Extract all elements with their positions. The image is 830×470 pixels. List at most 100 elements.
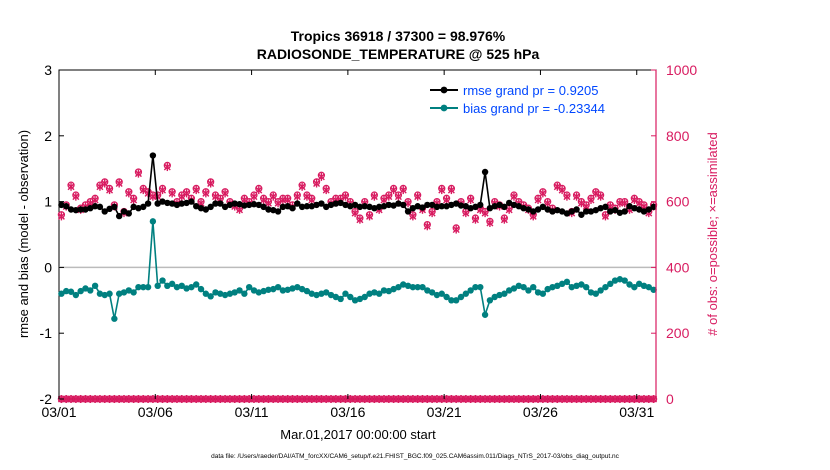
rmse-marker: [356, 203, 364, 211]
x-tick-label: 03/21: [427, 404, 462, 420]
bias-marker: [631, 283, 638, 291]
rmse-marker: [130, 203, 137, 211]
rmse-marker: [515, 203, 522, 210]
rmse-marker: [298, 203, 306, 211]
bias-marker: [424, 287, 431, 294]
rmse-marker: [452, 200, 460, 207]
rmse-marker: [168, 200, 176, 207]
obs-assimilated-marker: [438, 186, 446, 195]
rmse-marker: [87, 204, 94, 212]
legend-bias-label: bias grand pr = -0.23344: [463, 101, 605, 116]
rmse-marker: [294, 200, 301, 207]
y-tick-label-right: 0: [666, 391, 674, 407]
bias-line-segment: [113, 293, 120, 319]
bias-marker: [607, 280, 614, 288]
obs-assimilated-marker: [317, 172, 325, 181]
x-tick-label: 03/01: [41, 404, 76, 420]
bias-marker: [428, 289, 436, 296]
rmse-marker: [125, 210, 133, 217]
rmse-marker: [274, 208, 282, 215]
x-tick-label: 03/06: [138, 404, 173, 420]
bias-marker: [168, 280, 176, 288]
rmse-marker: [472, 203, 479, 211]
bias-marker: [63, 287, 70, 295]
bias-marker: [356, 295, 364, 303]
bias-marker: [419, 283, 426, 291]
x-axis-label: Mar.01,2017 00:00:00 start: [280, 427, 436, 442]
y-tick-label-left: 2: [44, 128, 52, 144]
y-tick-label-right: 400: [666, 259, 690, 275]
rmse-marker: [337, 199, 344, 207]
obs-assimilated-marker: [414, 192, 422, 201]
rmse-marker: [241, 202, 248, 209]
bias-marker: [164, 282, 171, 290]
rmse-marker: [525, 206, 532, 213]
bias-marker: [486, 297, 494, 304]
plot-area: [58, 69, 657, 400]
bias-marker: [72, 291, 80, 299]
obs-assimilated-marker: [250, 192, 258, 201]
obs-assimilated-marker: [539, 189, 547, 198]
rmse-marker: [404, 208, 412, 215]
rmse-marker: [91, 203, 99, 210]
axis-layer: -2 -1 0 1 2 3 0 200 400 600 800 1000 03/01 03/06 03/11…: [40, 62, 698, 420]
bias-marker: [270, 285, 277, 293]
rmse-marker: [597, 204, 604, 212]
bias-marker: [481, 311, 489, 318]
obs-assimilated-marker: [577, 199, 585, 208]
rmse-marker: [491, 203, 498, 210]
rmse-marker: [149, 152, 157, 159]
bias-marker: [226, 290, 234, 297]
bias-marker: [351, 297, 359, 304]
bias-marker: [178, 282, 185, 290]
rmse-marker: [327, 201, 335, 209]
rmse-marker: [318, 200, 325, 207]
rmse-marker: [183, 199, 190, 207]
bias-marker: [554, 282, 561, 290]
bias-marker: [472, 283, 479, 291]
obs-assimilated-marker: [125, 189, 133, 198]
rmse-marker: [380, 203, 388, 210]
rmse-marker: [207, 203, 214, 211]
rmse-marker: [72, 206, 80, 214]
bias-marker: [193, 281, 200, 288]
rmse-line-segment: [147, 155, 154, 204]
rmse-marker: [621, 208, 628, 215]
rmse-marker: [342, 201, 349, 209]
obs-assimilated-marker: [284, 195, 292, 204]
rmse-marker: [563, 210, 571, 217]
rmse-marker: [106, 205, 113, 213]
bias-marker: [332, 293, 340, 301]
bias-marker: [337, 295, 344, 303]
legend-bias-marker: [440, 104, 448, 112]
bias-marker: [140, 283, 147, 291]
bias-marker: [327, 291, 335, 299]
rmse-marker: [554, 206, 561, 214]
bias-marker: [130, 289, 137, 296]
obs-assimilated-marker: [207, 179, 215, 188]
rmse-marker: [510, 201, 518, 209]
rmse-line-segment: [479, 171, 486, 206]
rmse-marker: [58, 201, 65, 209]
bias-marker: [573, 282, 580, 290]
rmse-marker: [419, 204, 426, 211]
bias-marker: [298, 285, 306, 293]
bias-marker: [265, 286, 272, 293]
rmse-marker: [96, 203, 104, 211]
bias-marker: [375, 290, 383, 297]
bias-marker: [318, 290, 325, 297]
rmse-marker: [270, 206, 277, 214]
obs-assimilated-marker: [558, 186, 566, 195]
rmse-marker: [197, 204, 205, 212]
bias-marker: [255, 289, 263, 296]
bias-marker: [549, 283, 556, 291]
bias-marker: [284, 286, 291, 293]
bias-marker: [626, 281, 633, 288]
bias-marker: [207, 293, 214, 300]
rmse-marker: [520, 204, 527, 212]
bias-marker: [611, 277, 619, 284]
rmse-marker: [409, 204, 417, 212]
bias-marker: [462, 290, 470, 297]
y-tick-label-right: 800: [666, 128, 690, 144]
obs-assimilated-marker: [409, 212, 417, 221]
